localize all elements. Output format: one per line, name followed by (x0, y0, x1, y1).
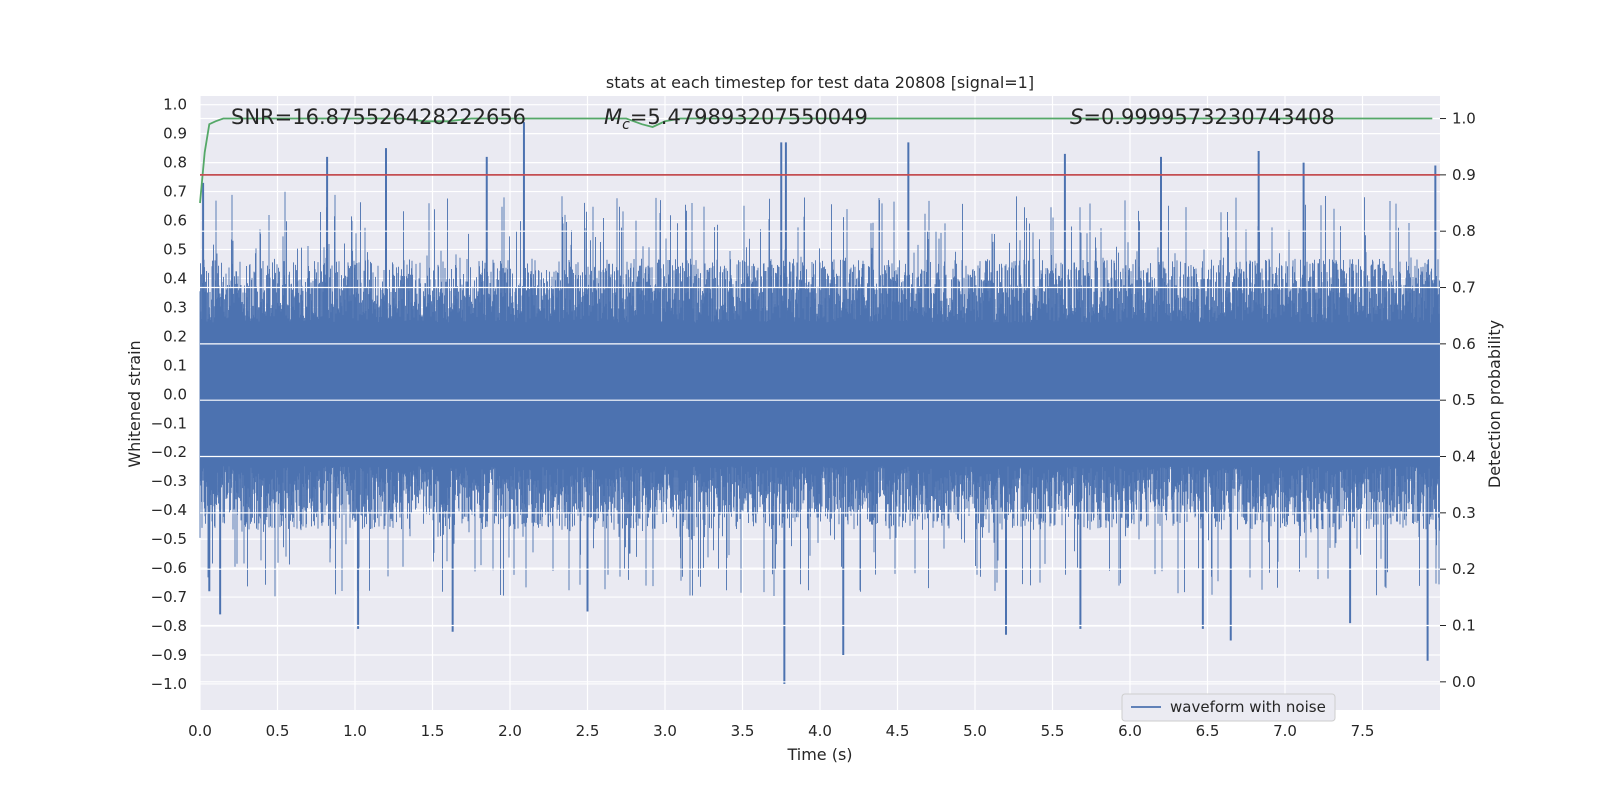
chirp-mass-subscript: c (622, 117, 630, 133)
x-tick-label: 7.0 (1273, 722, 1297, 740)
legend-box (1121, 693, 1336, 722)
y-tick-label: −0.3 (151, 472, 187, 490)
waveform-core-band (200, 322, 1440, 467)
chirp-mass-annotation: Mc=5.479893207550049 (604, 105, 868, 133)
s-symbol: S (1070, 105, 1083, 129)
y2-tick-label: 0.0 (1452, 673, 1476, 691)
y2-tick-label: 0.4 (1452, 448, 1476, 466)
y-tick-label: −0.5 (151, 530, 187, 548)
detection-probability-line (199, 117, 1433, 204)
y-tick-label: 0.4 (163, 269, 187, 287)
probability-lines (199, 117, 1440, 204)
x-tick-label: 7.5 (1351, 722, 1375, 740)
x-axis-label: Time (s) (786, 745, 852, 764)
x-tick-label: 5.0 (963, 722, 987, 740)
y-tick-label: 0.8 (163, 154, 187, 172)
x-tick-label: 4.5 (886, 722, 910, 740)
x-tick-label: 3.0 (653, 722, 677, 740)
y-axis-ticks: 1.0 0.9 0.8 0.7 0.6 0.5 0.4 0.3 0.2 0.1 0.0 −0.1 −0.… (151, 96, 187, 693)
chirp-mass-value: =5.479893207550049 (630, 105, 868, 129)
x-tick-label: 4.0 (808, 722, 832, 740)
y2-axis-label: Detection probability (1485, 320, 1504, 488)
y-tick-label: −0.4 (151, 501, 187, 519)
y-tick-label: −0.7 (151, 588, 187, 606)
y-tick-label: 0.5 (163, 241, 187, 259)
y-tick-label: −0.9 (151, 646, 187, 664)
x-tick-label: 0.5 (266, 722, 290, 740)
y-tick-label: 0.3 (163, 298, 187, 316)
y2-tick-label: 0.5 (1452, 391, 1476, 409)
x-tick-label: 1.0 (343, 722, 367, 740)
waveform-series (199, 122, 1440, 684)
y2-tick-label: 0.7 (1452, 279, 1476, 297)
y2-tick-label: 0.3 (1452, 504, 1476, 522)
x-tick-label: 0.0 (188, 722, 212, 740)
y2-tick-label: 0.2 (1452, 560, 1476, 578)
snr-annotation: SNR=16.875526428222656 (231, 105, 526, 129)
y2-tick-label: 1.0 (1452, 110, 1476, 128)
x-tick-label: 5.5 (1041, 722, 1065, 740)
y-tick-label: 0.9 (163, 125, 187, 143)
s-value: =0.9999573230743408 (1083, 105, 1334, 129)
x-tick-label: 2.5 (576, 722, 600, 740)
y2-tick-label: 0.6 (1452, 335, 1476, 353)
y-tick-label: −0.8 (151, 617, 187, 635)
y-tick-label: 0.2 (163, 327, 187, 345)
y-tick-label: −0.2 (151, 443, 187, 461)
y2-tick-label: 0.9 (1452, 166, 1476, 184)
s-annotation: S=0.9999573230743408 (1070, 105, 1335, 129)
x-tick-label: 6.0 (1118, 722, 1142, 740)
y-tick-label: 0.6 (163, 212, 187, 230)
chirp-mass-symbol: M (604, 105, 622, 129)
x-axis-ticks: 0.0 0.5 1.0 1.5 2.0 2.5 3.0 3.5 4.0 4.5 5.0 5.5 6.0 6… (188, 722, 1374, 740)
legend-label: waveform with noise (1170, 698, 1326, 716)
x-tick-label: 2.0 (498, 722, 522, 740)
legend: waveform with noise (1121, 693, 1336, 722)
y-tick-label: 0.7 (163, 183, 187, 201)
x-tick-label: 6.5 (1196, 722, 1220, 740)
y-tick-label: −0.1 (151, 414, 187, 432)
x-tick-label: 1.5 (421, 722, 445, 740)
chart-title: stats at each timestep for test data 208… (606, 73, 1034, 92)
y2-tick-label: 0.8 (1452, 222, 1476, 240)
y-tick-label: −0.6 (151, 559, 187, 577)
y-tick-label: 0.1 (163, 356, 187, 374)
y-tick-label: 0.0 (163, 385, 187, 403)
x-tick-label: 3.5 (731, 722, 755, 740)
y-tick-label: 1.0 (163, 96, 187, 114)
y-axis-label: Whitened strain (125, 340, 144, 467)
y2-axis-ticks: 1.0 0.9 0.8 0.7 0.6 0.5 0.4 0.3 0.2 0.1 0.0 (1440, 110, 1476, 691)
y2-tick-label: 0.1 (1452, 617, 1476, 635)
y-tick-label: −1.0 (151, 675, 187, 693)
